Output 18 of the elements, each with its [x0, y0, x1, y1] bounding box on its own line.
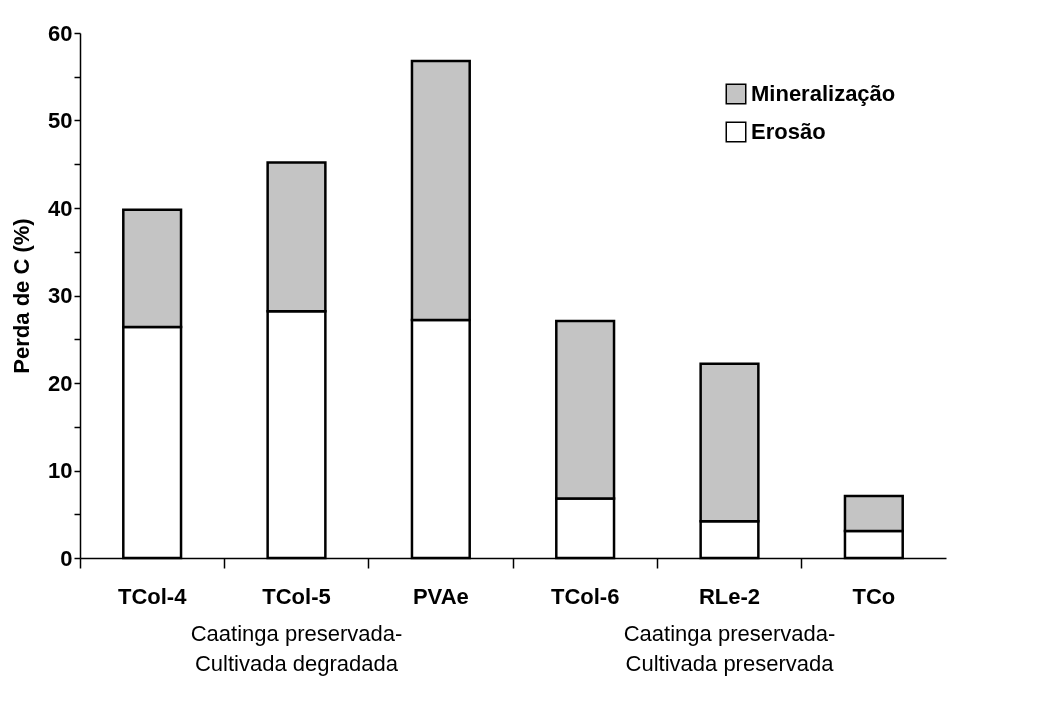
y-tick-label: 50: [48, 108, 73, 133]
x-tick-label: TCo: [852, 583, 896, 609]
y-tick-label: 40: [48, 195, 73, 221]
text: Caatinga preservada- Cultivada preservada: [623, 621, 836, 676]
y-tick-label: 20: [48, 370, 73, 396]
x-tick-label: TCol-4: [117, 583, 188, 609]
text: Caatinga preservada- Cultivada degradada: [190, 621, 403, 676]
x-tick-label: RLe-2: [698, 583, 761, 609]
x-tick-label: PVAe: [412, 583, 469, 609]
x-tick-label: TCol-5: [262, 583, 331, 609]
y-tick-label: 60: [48, 20, 73, 46]
y-tick-label: 10: [48, 458, 73, 483]
legend-label: Erosão: [751, 119, 826, 144]
y-axis-title: Perda de C (%): [9, 218, 35, 374]
legend-label: Mineralização: [751, 81, 896, 106]
y-tick-label: 30: [48, 283, 73, 308]
x-tick-label: TCol-6: [550, 583, 620, 609]
y-tick-label: 0: [60, 545, 73, 571]
